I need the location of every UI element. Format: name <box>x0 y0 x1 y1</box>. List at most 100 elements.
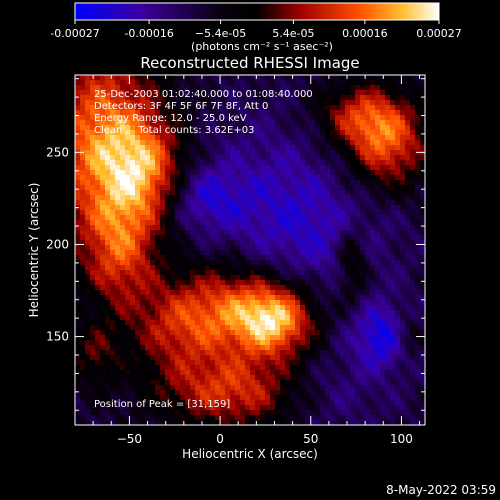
heatmap-cell <box>360 185 366 191</box>
heatmap-cell <box>400 115 406 121</box>
heatmap-cell <box>280 380 286 386</box>
heatmap-cell <box>365 75 371 81</box>
heatmap-cell <box>295 260 301 266</box>
heatmap-cell <box>410 185 416 191</box>
heatmap-cell <box>295 210 301 216</box>
heatmap-cell <box>165 135 171 141</box>
heatmap-cell <box>405 130 411 136</box>
heatmap-cell <box>225 205 231 211</box>
heatmap-cell <box>110 330 116 336</box>
heatmap-cell <box>250 245 256 251</box>
heatmap-cell <box>145 340 151 346</box>
heatmap-cell <box>325 270 331 276</box>
heatmap-cell <box>380 170 386 176</box>
heatmap-cell <box>220 110 226 116</box>
heatmap-cell <box>250 215 256 221</box>
heatmap-cell <box>220 395 226 401</box>
heatmap-cell <box>270 95 276 101</box>
heatmap-cell <box>330 245 336 251</box>
heatmap-cell <box>240 375 246 381</box>
heatmap-cell <box>385 80 391 86</box>
heatmap-cell <box>100 360 106 366</box>
heatmap-cell <box>330 415 336 421</box>
heatmap-cell <box>325 100 331 106</box>
heatmap-cell <box>235 90 241 96</box>
heatmap-cell <box>150 215 156 221</box>
heatmap-cell <box>150 340 156 346</box>
heatmap-cell <box>185 140 191 146</box>
heatmap-cell <box>395 225 401 231</box>
heatmap-cell <box>320 265 326 271</box>
heatmap-cell <box>220 225 226 231</box>
heatmap-cell <box>190 265 196 271</box>
heatmap-cell <box>405 245 411 251</box>
heatmap-cell <box>185 80 191 86</box>
heatmap-cell <box>225 280 231 286</box>
heatmap-cell <box>90 85 96 91</box>
heatmap-cell <box>150 250 156 256</box>
heatmap-cell <box>210 295 216 301</box>
heatmap-cell <box>200 85 206 91</box>
heatmap-cell <box>225 310 231 316</box>
heatmap-cell <box>275 140 281 146</box>
heatmap-cell <box>310 170 316 176</box>
heatmap-cell <box>165 80 171 86</box>
heatmap-cell <box>395 195 401 201</box>
heatmap-cell <box>400 95 406 101</box>
heatmap-cell <box>120 150 126 156</box>
heatmap-cell <box>175 240 181 246</box>
heatmap-cell <box>135 80 141 86</box>
heatmap-cell <box>130 255 136 261</box>
heatmap-cell <box>190 405 196 411</box>
heatmap-cell <box>315 290 321 296</box>
heatmap-cell <box>415 405 421 411</box>
heatmap-cell <box>405 415 411 421</box>
heatmap-cell <box>85 295 91 301</box>
heatmap-cell <box>290 370 296 376</box>
heatmap-cell <box>240 95 246 101</box>
heatmap-cell <box>95 305 101 311</box>
heatmap-cell <box>75 175 81 181</box>
heatmap-cell <box>230 325 236 331</box>
heatmap-cell <box>85 205 91 211</box>
heatmap-cell <box>365 120 371 126</box>
heatmap-cell <box>175 245 181 251</box>
heatmap-cell <box>200 235 206 241</box>
heatmap-cell <box>360 345 366 351</box>
heatmap-cell <box>310 160 316 166</box>
heatmap-cell <box>115 235 121 241</box>
heatmap-cell <box>80 180 86 186</box>
heatmap-cell <box>250 195 256 201</box>
heatmap-cell <box>325 310 331 316</box>
heatmap-cell <box>305 145 311 151</box>
heatmap-cell <box>370 265 376 271</box>
heatmap-cell <box>245 420 251 426</box>
heatmap-cell <box>110 75 116 81</box>
heatmap-cell <box>295 265 301 271</box>
heatmap-cell <box>290 360 296 366</box>
heatmap-cell <box>100 355 106 361</box>
heatmap-cell <box>420 390 426 396</box>
heatmap-cell <box>230 110 236 116</box>
heatmap-cell <box>95 210 101 216</box>
heatmap-cell <box>405 165 411 171</box>
heatmap-cell <box>385 175 391 181</box>
heatmap-cell <box>190 350 196 356</box>
heatmap-cell <box>220 145 226 151</box>
heatmap-cell <box>275 270 281 276</box>
heatmap-cell <box>395 145 401 151</box>
heatmap-cell <box>95 155 101 161</box>
heatmap-cell <box>400 100 406 106</box>
heatmap-cell <box>245 145 251 151</box>
heatmap-cell <box>165 255 171 261</box>
heatmap-cell <box>315 350 321 356</box>
heatmap-cell <box>220 260 226 266</box>
heatmap-cell <box>400 195 406 201</box>
heatmap-cell <box>360 385 366 391</box>
heatmap-cell <box>200 195 206 201</box>
heatmap-cell <box>245 80 251 86</box>
heatmap-cell <box>260 220 266 226</box>
heatmap-cell <box>240 300 246 306</box>
heatmap-cell <box>405 235 411 241</box>
heatmap-cell <box>245 90 251 96</box>
